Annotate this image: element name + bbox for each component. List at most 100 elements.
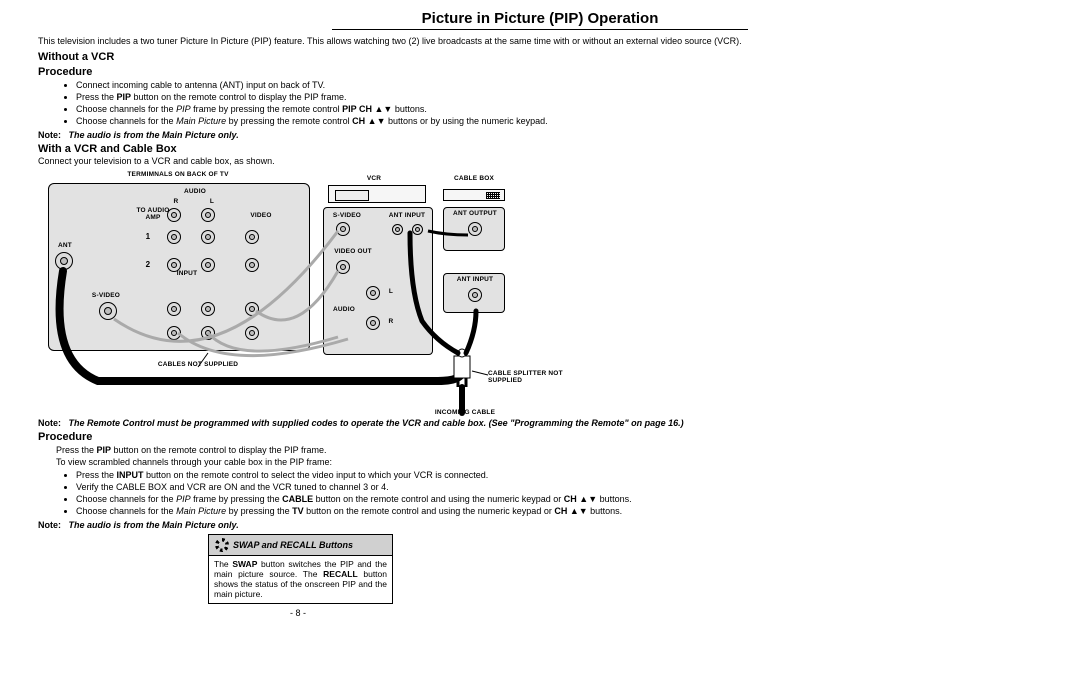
jack-svideo (99, 302, 117, 320)
splitter-label: CABLE SPLITTER NOT SUPPLIED (488, 371, 568, 384)
t: frame by pressing the remote control (191, 104, 343, 114)
svideo-label: S-VIDEO (83, 292, 129, 299)
procedure-list-2: Press the INPUT button on the remote con… (76, 470, 1042, 518)
cablebox-out-panel: ANT OUTPUT (443, 207, 505, 251)
jack (167, 302, 181, 316)
l-label: L (205, 198, 219, 205)
vcr-rear-panel: S-VIDEO ANT INPUT VIDEO OUT L AUDIO R (323, 207, 433, 355)
t: PIP (97, 445, 112, 455)
audio2-label: AUDIO (326, 306, 362, 313)
list-item: Choose channels for the PIP frame by pre… (76, 104, 1042, 115)
proc2-intro: Press the PIP button on the remote contr… (56, 445, 1042, 456)
jack (366, 316, 380, 330)
jack (201, 326, 215, 340)
t: Choose channels for the (76, 506, 176, 516)
t: CH ▲▼ (554, 506, 587, 516)
cables-not-supplied-label: CABLES NOT SUPPLIED (138, 361, 258, 368)
intro-text: This television includes a two tuner Pic… (38, 36, 1042, 47)
jack (336, 222, 350, 236)
list-item: Press the INPUT button on the remote con… (76, 470, 1042, 481)
t: Main Picture (176, 506, 226, 516)
t: PIP (117, 92, 132, 102)
jack (201, 302, 215, 316)
t: Press the (56, 445, 97, 455)
t: PIP CH ▲▼ (342, 104, 392, 114)
jack (167, 230, 181, 244)
t: CH ▲▼ (352, 116, 385, 126)
procedure-list-1: Connect incoming cable to antenna (ANT) … (76, 80, 1042, 128)
note-remote: Note: The Remote Control must be program… (38, 418, 1042, 428)
r-label: R (169, 198, 183, 205)
t: button on the remote control to display … (131, 92, 346, 102)
svideo2-label: S-VIDEO (326, 212, 368, 219)
t: PIP (176, 104, 191, 114)
t: button on the remote control and using t… (304, 506, 555, 516)
jack (468, 222, 482, 236)
jack (167, 326, 181, 340)
t: button on the remote control to display … (111, 445, 326, 455)
row1-label: 1 (143, 232, 153, 241)
burst-icon (215, 538, 229, 552)
jack (201, 208, 215, 222)
swap-recall-box: SWAP and RECALL Buttons The SWAP button … (208, 534, 393, 605)
t: INPUT (117, 470, 144, 480)
page: Picture in Picture (PIP) Operation This … (0, 0, 1080, 624)
jack (245, 302, 259, 316)
t: by pressing the remote control (226, 116, 352, 126)
jack (468, 288, 482, 302)
note-text: The audio is from the Main Picture only. (69, 520, 239, 530)
note-text: The Remote Control must be programmed wi… (69, 418, 684, 428)
t: SWAP (232, 559, 257, 569)
terminals-label: TERMIMNALS ON BACK OF TV (98, 171, 258, 178)
t: RECALL (323, 569, 357, 579)
tv-back-panel: AUDIO R L TO AUDIO AMP VIDEO ANT INPUT S… (48, 183, 310, 351)
title-wrap: Picture in Picture (PIP) Operation (38, 10, 1042, 30)
swap-recall-heading: SWAP and RECALL Buttons (209, 535, 392, 556)
ant-label: ANT (53, 242, 77, 249)
heading-procedure-2: Procedure (38, 431, 1042, 444)
t: buttons. (392, 104, 427, 114)
heading-without-vcr: Without a VCR (38, 51, 1042, 64)
vcr-label: VCR (354, 175, 394, 182)
connection-diagram: TERMIMNALS ON BACK OF TV AUDIO R L TO AU… (38, 171, 558, 416)
jack (392, 224, 403, 235)
list-item: Verify the CABLE BOX and VCR are ON and … (76, 482, 1042, 493)
audio-label: AUDIO (175, 188, 215, 195)
t: Choose channels for the (76, 494, 176, 504)
jack (336, 260, 350, 274)
jack (201, 230, 215, 244)
list-item: Choose channels for the Main Picture by … (76, 116, 1042, 127)
incoming-label: INCOMING CABLE (420, 409, 510, 416)
t: Choose channels for the (76, 104, 176, 114)
l2-label: L (384, 288, 398, 295)
list-item: Choose channels for the Main Picture by … (76, 506, 1042, 517)
antoutput-label: ANT OUTPUT (444, 210, 506, 217)
note-label: Note: (38, 418, 61, 428)
video-label: VIDEO (243, 212, 279, 219)
list-item: Connect incoming cable to antenna (ANT) … (76, 80, 1042, 91)
t: buttons. (597, 494, 632, 504)
page-title: Picture in Picture (PIP) Operation (332, 10, 749, 30)
t: buttons. (588, 506, 623, 516)
jack (167, 208, 181, 222)
cablebox-device-icon (443, 189, 505, 201)
t: TV (292, 506, 304, 516)
t: Press the (76, 92, 117, 102)
t: Press the (76, 470, 117, 480)
proc2-line2: To view scrambled channels through your … (56, 457, 1042, 468)
t: button on the remote control to select t… (144, 470, 489, 480)
swap-heading-text: SWAP and RECALL Buttons (233, 540, 353, 550)
antinput2-label: ANT INPUT (444, 276, 506, 283)
cablebox-in-panel: ANT INPUT (443, 273, 505, 313)
t: frame by pressing the (191, 494, 283, 504)
t: by pressing the (226, 506, 292, 516)
row2-label: 2 (143, 260, 153, 269)
t: The (214, 559, 232, 569)
heading-with-vcr: With a VCR and Cable Box (38, 143, 1042, 156)
jack (412, 224, 423, 235)
jack (366, 286, 380, 300)
note-text: The audio is from the Main Picture only. (69, 130, 239, 140)
jack (201, 258, 215, 272)
jack (245, 326, 259, 340)
list-item: Choose channels for the PIP frame by pre… (76, 494, 1042, 505)
